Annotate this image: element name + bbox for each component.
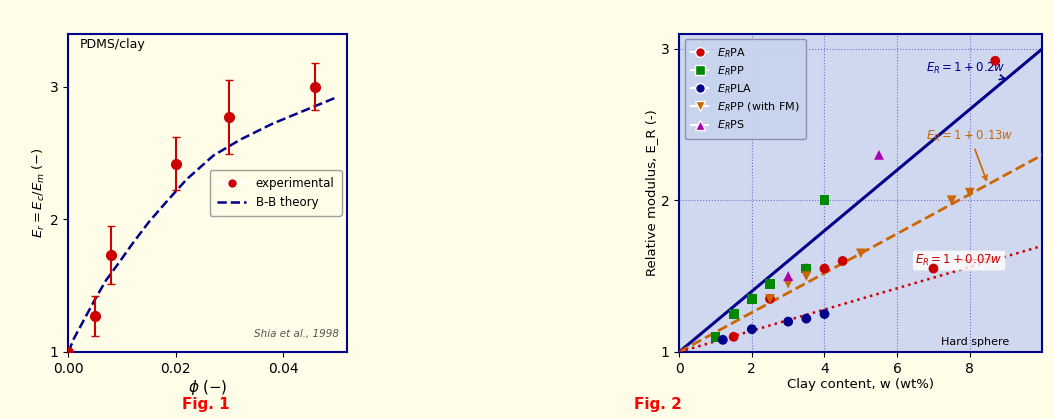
- Point: [853, 250, 870, 257]
- Point: [961, 189, 978, 196]
- Point: [726, 311, 742, 318]
- Point: [816, 311, 833, 318]
- Point: [798, 273, 815, 279]
- Text: Hard sphere: Hard sphere: [940, 337, 1009, 347]
- Legend: experimental, B-B theory: experimental, B-B theory: [210, 170, 341, 216]
- Point: [816, 265, 833, 272]
- Point: [871, 152, 888, 158]
- Y-axis label: $E_r = E_c/E_m\;(-)$: $E_r = E_c/E_m\;(-)$: [31, 147, 47, 238]
- Point: [743, 326, 760, 333]
- Text: $E_R = 1 + 0.13w$: $E_R = 1 + 0.13w$: [927, 129, 1014, 180]
- Point: [798, 265, 815, 272]
- Legend: $E_R$PA, $E_R$PP, $E_R$PLA, $E_R$PP (with FM), $E_R$PS: $E_R$PA, $E_R$PP, $E_R$PLA, $E_R$PP (wit…: [684, 39, 807, 139]
- Y-axis label: Relative modulus, E_R (-): Relative modulus, E_R (-): [644, 109, 658, 276]
- Point: [798, 315, 815, 322]
- X-axis label: Clay content, w (wt%): Clay content, w (wt%): [788, 378, 934, 391]
- Point: [743, 295, 760, 302]
- Text: Fig. 1: Fig. 1: [181, 396, 230, 411]
- Point: [761, 280, 778, 287]
- X-axis label: $\phi\;(-)$: $\phi\;(-)$: [188, 378, 227, 398]
- Point: [779, 280, 797, 287]
- Text: $E_R = 1 + 0.07w$: $E_R = 1 + 0.07w$: [915, 253, 1002, 268]
- Point: [708, 334, 724, 340]
- Point: [943, 197, 960, 204]
- Point: [726, 334, 742, 340]
- Point: [779, 318, 797, 325]
- Point: [987, 57, 1004, 64]
- Text: $E_R = 1 + 0.2w$: $E_R = 1 + 0.2w$: [927, 60, 1006, 80]
- Text: PDMS/clay: PDMS/clay: [80, 38, 145, 51]
- Point: [798, 265, 815, 272]
- Point: [926, 265, 942, 272]
- Point: [816, 197, 833, 204]
- Point: [779, 273, 797, 279]
- Point: [714, 336, 731, 343]
- Point: [761, 295, 778, 302]
- Text: Fig. 2: Fig. 2: [634, 396, 682, 411]
- Point: [761, 295, 778, 302]
- Point: [834, 258, 851, 264]
- Text: Shia et al., 1998: Shia et al., 1998: [254, 329, 339, 339]
